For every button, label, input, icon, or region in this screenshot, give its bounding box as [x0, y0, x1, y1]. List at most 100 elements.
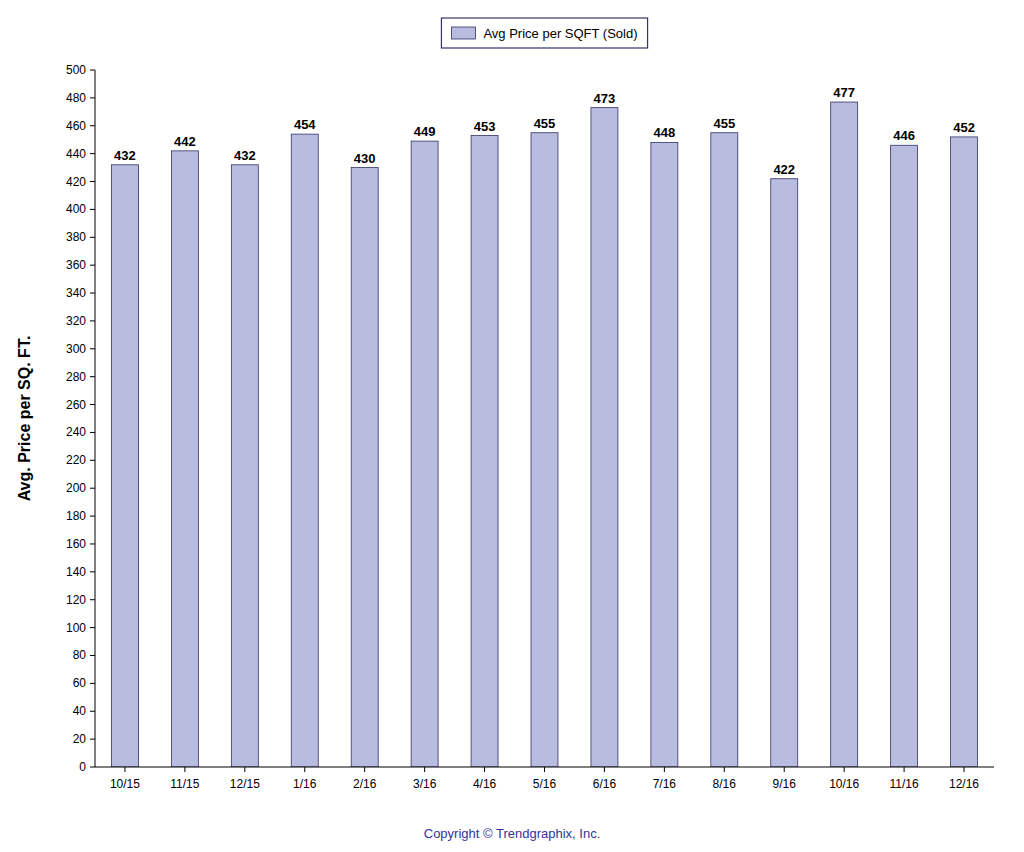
- y-tick-label: 260: [66, 398, 86, 412]
- y-tick: [90, 767, 95, 768]
- legend-label: Avg Price per SQFT (Sold): [483, 26, 637, 41]
- legend: Avg Price per SQFT (Sold): [441, 18, 647, 48]
- x-tick: [544, 767, 545, 772]
- y-tick: [90, 543, 95, 544]
- y-tick-label: 40: [73, 704, 87, 718]
- data-label: 446: [893, 128, 915, 143]
- data-label: 442: [174, 134, 196, 149]
- bar: [891, 145, 918, 767]
- x-tick: [604, 767, 605, 772]
- y-tick: [90, 571, 95, 572]
- bars: [111, 102, 977, 767]
- axes: 0204060801001201401601802002202402602803…: [66, 63, 994, 791]
- x-tick: [784, 767, 785, 772]
- y-tick-label: 240: [66, 425, 86, 439]
- y-tick-label: 200: [66, 481, 86, 495]
- x-tick-label: 8/16: [713, 777, 737, 791]
- x-tick: [964, 767, 965, 772]
- bar: [591, 108, 618, 767]
- y-tick-label: 20: [73, 732, 87, 746]
- y-tick: [90, 516, 95, 517]
- y-tick: [90, 97, 95, 98]
- y-tick-label: 380: [66, 230, 86, 244]
- y-tick-label: 80: [73, 648, 87, 662]
- y-tick: [90, 209, 95, 210]
- bar: [411, 141, 438, 767]
- chart-container: 4324424324544304494534554734484554224774…: [0, 0, 1024, 852]
- y-tick: [90, 125, 95, 126]
- y-tick-label: 360: [66, 258, 86, 272]
- chart-svg: 4324424324544304494534554734484554224774…: [0, 0, 1024, 852]
- x-tick-label: 10/16: [829, 777, 859, 791]
- legend-swatch: [451, 27, 475, 39]
- y-tick: [90, 683, 95, 684]
- y-tick: [90, 655, 95, 656]
- x-tick: [484, 767, 485, 772]
- x-tick-label: 12/16: [949, 777, 979, 791]
- y-tick: [90, 237, 95, 238]
- bar: [291, 134, 318, 767]
- y-tick: [90, 627, 95, 628]
- y-tick-label: 320: [66, 314, 86, 328]
- y-tick-label: 60: [73, 676, 87, 690]
- annotation: Copyright © Trendgraphix, Inc.: [424, 826, 601, 841]
- x-tick-label: 5/16: [533, 777, 557, 791]
- y-tick-label: 160: [66, 537, 86, 551]
- bar: [171, 151, 198, 767]
- x-tick: [244, 767, 245, 772]
- x-tick-label: 12/15: [230, 777, 260, 791]
- x-tick-label: 11/16: [890, 777, 919, 791]
- y-tick-label: 180: [66, 509, 86, 523]
- x-tick: [424, 767, 425, 772]
- y-tick-label: 340: [66, 286, 86, 300]
- data-label: 473: [594, 91, 616, 106]
- x-tick-label: 1/16: [293, 777, 317, 791]
- page: {"chart_data": {"type": "bar", "categori…: [0, 0, 1024, 852]
- data-label: 422: [773, 162, 795, 177]
- y-axis-line: [95, 70, 96, 767]
- y-tick-label: 220: [66, 453, 86, 467]
- data-label: 430: [354, 151, 376, 166]
- x-tick-label: 3/16: [413, 777, 437, 791]
- y-tick-label: 140: [66, 565, 86, 579]
- y-tick-label: 280: [66, 370, 86, 384]
- bar: [711, 133, 738, 767]
- x-tick: [124, 767, 125, 772]
- data-label: 432: [114, 148, 136, 163]
- y-tick: [90, 70, 95, 71]
- data-label: 454: [294, 117, 316, 132]
- bar: [231, 165, 258, 767]
- y-tick: [90, 599, 95, 600]
- y-tick-label: 120: [66, 593, 86, 607]
- y-tick: [90, 293, 95, 294]
- y-tick: [90, 488, 95, 489]
- data-label: 477: [833, 85, 855, 100]
- background: [0, 0, 1024, 852]
- y-tick: [90, 153, 95, 154]
- bar: [531, 133, 558, 767]
- y-tick-label: 480: [66, 91, 86, 105]
- y-tick-label: 420: [66, 175, 86, 189]
- y-tick: [90, 404, 95, 405]
- legend-frame: [441, 18, 647, 48]
- x-tick: [904, 767, 905, 772]
- y-tick-label: 300: [66, 342, 86, 356]
- y-tick-label: 100: [66, 621, 86, 635]
- data-label: 455: [534, 116, 556, 131]
- y-tick: [90, 320, 95, 321]
- x-tick-label: 7/16: [653, 777, 677, 791]
- bar: [471, 136, 498, 767]
- data-label: 452: [953, 120, 975, 135]
- y-tick: [90, 181, 95, 182]
- bar: [351, 168, 378, 767]
- y-tick: [90, 739, 95, 740]
- y-tick-label: 460: [66, 119, 86, 133]
- x-tick-label: 6/16: [593, 777, 617, 791]
- bar: [831, 102, 858, 767]
- x-tick-label: 11/15: [170, 777, 199, 791]
- data-labels: 4324424324544304494534554734484554224774…: [114, 85, 975, 177]
- y-tick: [90, 376, 95, 377]
- x-tick: [724, 767, 725, 772]
- data-label: 449: [414, 124, 436, 139]
- y-tick-label: 500: [66, 63, 86, 77]
